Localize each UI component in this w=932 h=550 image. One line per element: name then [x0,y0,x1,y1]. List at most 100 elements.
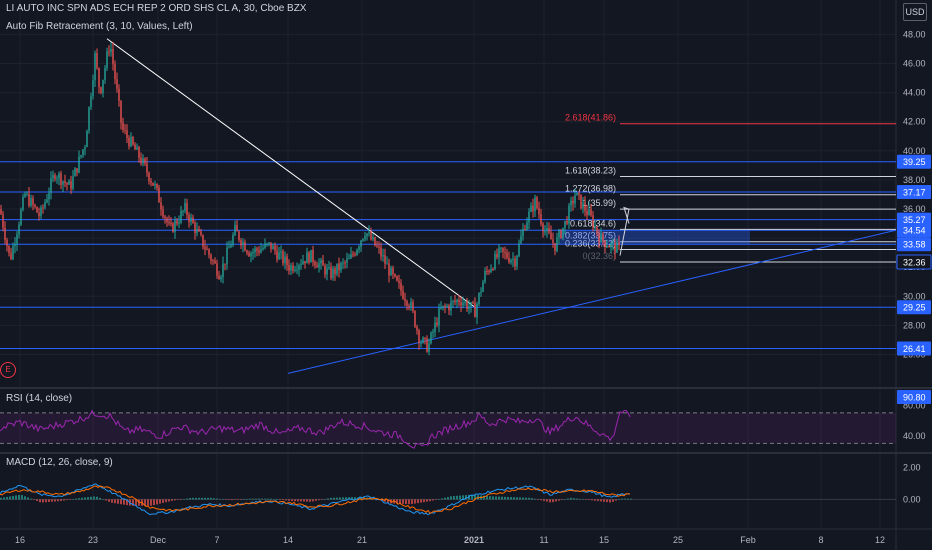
macd-hist-bar [126,499,128,506]
candle-body [278,252,280,260]
candle-body [418,330,420,343]
candle-body [296,269,298,271]
macd-hist-bar [9,496,11,500]
candle-body [186,202,188,216]
macd-hist-bar [312,499,314,502]
macd-hist-bar [291,499,293,502]
candle-body [2,214,4,228]
macd-hist-bar [54,499,56,502]
macd-hist-bar [573,498,575,500]
candle-body [242,242,244,246]
candle-body [430,332,432,344]
candle-body [104,67,106,80]
candle-body [324,265,326,275]
horizontal-levels[interactable] [0,161,896,350]
x-tick-label-10: Feb [740,535,756,545]
rsi-line [0,409,631,449]
candle-body [434,322,436,332]
candle-body [170,222,172,224]
macd-hist-bar [444,497,446,500]
candle-body [236,224,238,232]
candle-body [234,224,236,235]
macd-hist-bar [462,495,464,500]
candle-body [444,305,446,307]
candle-body [348,258,350,260]
candle-body [578,192,580,195]
candle-body [364,236,366,239]
signal-line [0,485,631,514]
candle-body [600,233,602,243]
macd-hist-bar [99,497,101,500]
trendlines[interactable] [106,38,897,374]
candle-body [340,263,342,271]
candle-body [502,247,504,252]
candle-body [336,263,338,275]
time-axis[interactable]: 16 23 Dec 7 14 21 2021 11 15 25 Feb 8 12 [15,535,885,545]
macd-hist-bar [432,499,434,501]
macd-hist-bar [522,497,524,500]
candle-body [102,79,104,93]
macd-hist-bar [498,496,500,500]
candle-body [206,249,208,251]
rsi-label[interactable]: RSI (14, close) [6,393,73,404]
candle-body [126,130,128,138]
macd-hist-bar [579,498,581,500]
candle-body [454,300,456,303]
macd-hist-bar [216,498,218,500]
candle-body [180,211,182,223]
macd-hist-bar [552,499,554,503]
rsi-band [0,412,896,444]
x-tick-label-8: 15 [599,535,609,545]
macd-hist-bar [570,497,572,500]
macd-hist-bar [39,499,41,503]
candle-body [78,156,80,173]
macd-hist-bar [165,499,167,503]
candle-body [86,130,88,148]
macd-hist-bar [597,499,599,502]
candle-body [564,220,566,228]
macd-hist-bar [258,498,260,500]
macd-hist-bar [306,499,308,502]
currency-label[interactable]: USD [903,3,927,21]
candle-body [108,51,110,53]
candle-body [344,262,346,264]
macd-hist-bar [36,499,38,502]
indicator-label[interactable]: Auto Fib Retracement (3, 10, Values, Lef… [6,21,193,32]
candle-body [486,270,488,272]
candle-body [214,260,216,264]
fib-retracement[interactable]: 2.618(41.86) 1.618(38.23) 1.272(36.98) 1(35… [560,113,896,263]
candle-body [80,155,82,157]
candle-body [594,226,596,228]
macd-label[interactable]: MACD (12, 26, close, 9) [6,457,113,468]
candle-body [420,342,422,344]
candle-body [266,243,268,245]
candle-body [352,254,354,256]
price-badge-1 [897,184,931,199]
candle-body [26,193,28,195]
candle-body [20,209,22,225]
candle-body [154,184,156,186]
candle-body [300,264,302,266]
candle-body [516,255,518,267]
price-badge-label-0: 39.25 [903,157,926,167]
candle-body [350,254,352,259]
macd-hist-bar [174,499,176,501]
macd-hist-bar [486,495,488,500]
y-tick-label-3: 42.00 [903,117,926,127]
candle-body [314,261,316,266]
price-badge-6 [897,300,931,315]
macd-hist-bar [294,499,296,502]
candle-body [32,198,34,205]
macd-hist-bar [531,498,533,500]
price-badge-4 [897,237,931,252]
macd-hist-bar [69,499,71,500]
rsi-tick-label-1: 40.00 [903,431,926,441]
macd-hist-bar [60,499,62,502]
macd-hist-bar [282,499,284,501]
macd-hist-bar [192,497,194,500]
candle-body [118,88,120,101]
candle-body [6,239,8,246]
macd-hist-bar [150,499,152,506]
earnings-event-badge[interactable]: E [0,362,16,378]
